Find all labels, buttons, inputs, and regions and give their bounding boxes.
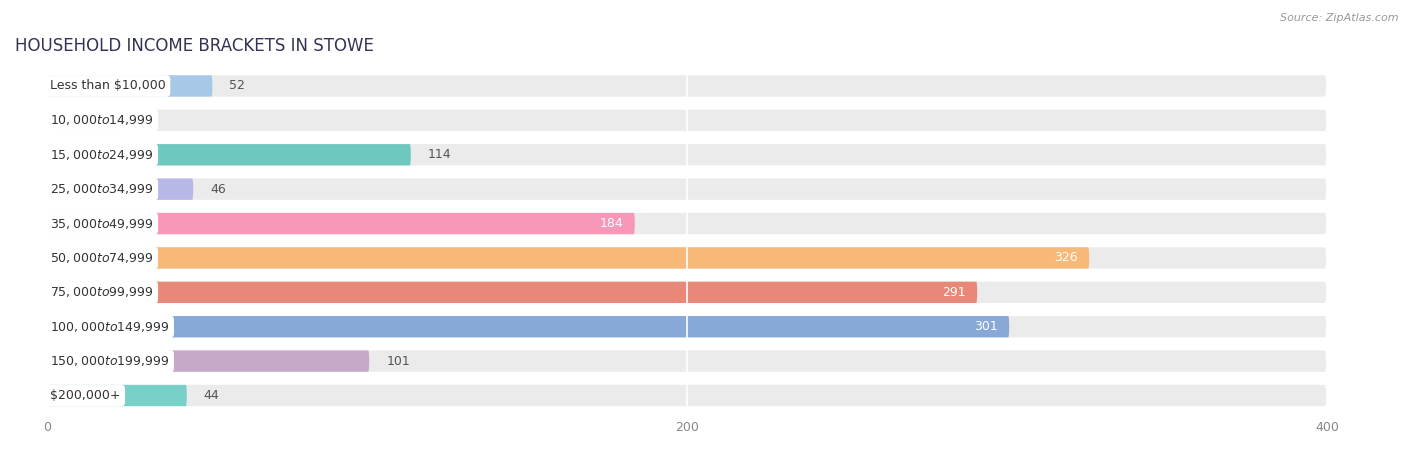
Text: 24: 24 [139, 114, 156, 127]
FancyBboxPatch shape [48, 213, 1326, 234]
Text: 46: 46 [211, 183, 226, 196]
Text: 326: 326 [1053, 251, 1077, 264]
FancyBboxPatch shape [48, 179, 193, 200]
Text: 52: 52 [229, 79, 245, 92]
Text: $100,000 to $149,999: $100,000 to $149,999 [51, 320, 170, 334]
Text: 44: 44 [204, 389, 219, 402]
Text: $150,000 to $199,999: $150,000 to $199,999 [51, 354, 170, 368]
Text: 114: 114 [427, 148, 451, 161]
Text: $15,000 to $24,999: $15,000 to $24,999 [51, 148, 153, 162]
Text: 101: 101 [387, 355, 411, 368]
FancyBboxPatch shape [48, 247, 1090, 269]
FancyBboxPatch shape [48, 282, 1326, 303]
FancyBboxPatch shape [48, 144, 411, 165]
Text: $25,000 to $34,999: $25,000 to $34,999 [51, 182, 153, 196]
FancyBboxPatch shape [48, 351, 370, 372]
Text: $75,000 to $99,999: $75,000 to $99,999 [51, 285, 153, 299]
FancyBboxPatch shape [48, 75, 1326, 97]
FancyBboxPatch shape [48, 213, 634, 234]
Text: 301: 301 [973, 320, 997, 333]
Text: 291: 291 [942, 286, 966, 299]
FancyBboxPatch shape [48, 316, 1326, 337]
Text: Less than $10,000: Less than $10,000 [51, 79, 166, 92]
FancyBboxPatch shape [48, 144, 1326, 165]
FancyBboxPatch shape [48, 247, 1326, 269]
Text: $35,000 to $49,999: $35,000 to $49,999 [51, 216, 153, 230]
FancyBboxPatch shape [48, 385, 1326, 406]
Text: HOUSEHOLD INCOME BRACKETS IN STOWE: HOUSEHOLD INCOME BRACKETS IN STOWE [15, 37, 374, 55]
FancyBboxPatch shape [48, 351, 1326, 372]
Text: Source: ZipAtlas.com: Source: ZipAtlas.com [1281, 13, 1399, 23]
FancyBboxPatch shape [48, 110, 122, 131]
Text: $200,000+: $200,000+ [51, 389, 121, 402]
FancyBboxPatch shape [48, 282, 977, 303]
Text: $10,000 to $14,999: $10,000 to $14,999 [51, 113, 153, 128]
FancyBboxPatch shape [48, 316, 1010, 337]
FancyBboxPatch shape [48, 110, 1326, 131]
FancyBboxPatch shape [48, 179, 1326, 200]
Text: $50,000 to $74,999: $50,000 to $74,999 [51, 251, 153, 265]
Text: 184: 184 [599, 217, 623, 230]
FancyBboxPatch shape [48, 75, 212, 97]
FancyBboxPatch shape [48, 385, 187, 406]
